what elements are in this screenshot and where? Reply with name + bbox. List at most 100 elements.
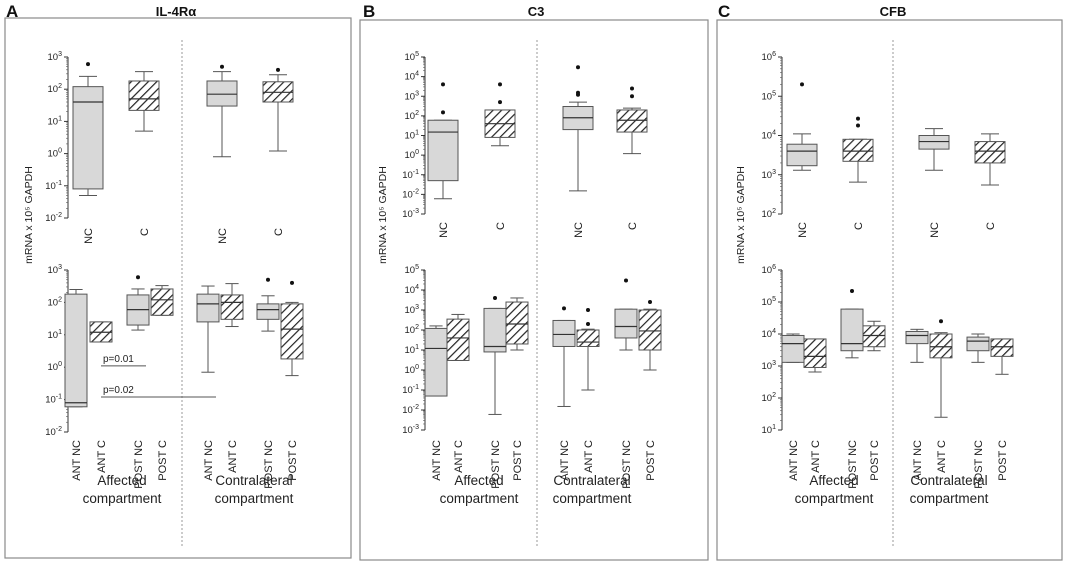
category-label: NC [929, 222, 941, 238]
subplot-bottom: 101 102 103 104 105 106 ANT NC ANT C POST NC POST… [762, 264, 1014, 489]
y-tick-label: 101 [48, 329, 63, 341]
panel-frame [716, 19, 1063, 561]
box-iqr [256, 303, 280, 320]
y-tick-label: 106 [762, 264, 777, 276]
subplot-top: 102 103 104 105 106 NC C NC C [762, 51, 1006, 238]
outlier-point [493, 295, 497, 300]
outlier-point [562, 306, 566, 311]
category-label: ANT NC [788, 440, 800, 481]
category-label: ANT C [810, 440, 822, 473]
box-ant-c: ANT C [576, 308, 600, 473]
group-label-contralateral: Contralateral [910, 473, 987, 488]
panel-title: CFB [880, 4, 907, 19]
box-post-c: POST C [280, 280, 304, 481]
box-iqr [918, 135, 950, 150]
y-tick-label: 10-3 [402, 208, 419, 220]
box-ant-nc: ANT NC [781, 333, 805, 481]
category-label: C [627, 222, 639, 230]
y-tick-label: 104 [762, 328, 777, 340]
box-iqr [552, 319, 576, 347]
outlier-point [850, 289, 854, 294]
y-tick-label: 10-1 [45, 394, 62, 406]
box-post-nc: POST NC [256, 277, 280, 489]
box-iqr [842, 138, 874, 162]
box-iqr [128, 80, 160, 111]
box-iqr [576, 329, 600, 347]
subplot-bottom: 10-2 10-1 100 101 102 103 ANT NC ANT C POST NC PO… [45, 264, 304, 489]
y-tick-label: 100 [48, 148, 63, 160]
box-nc: NC [427, 82, 459, 238]
box-post-nc: POST NC [126, 275, 150, 489]
y-axis-label: mRNA x 10⁵ GAPDH [377, 166, 389, 264]
outlier-point [939, 319, 943, 324]
outlier-point [576, 90, 580, 95]
category-label: C [139, 228, 151, 236]
category-label: ANT C [453, 440, 465, 473]
group-label-contralateral: compartment [910, 491, 989, 506]
box-iqr [862, 325, 886, 348]
group-label-affected: compartment [440, 491, 519, 506]
y-tick-label: 102 [48, 83, 63, 95]
p-value-label: p=0.01 [103, 354, 134, 365]
outlier-point [290, 280, 294, 285]
y-tick-label: 101 [48, 115, 63, 127]
box-nc: NC [562, 65, 594, 238]
outlier-point [576, 65, 580, 70]
box-post-c: POST C [638, 300, 662, 481]
box-iqr [905, 330, 929, 345]
box-iqr [616, 109, 648, 133]
box-iqr [446, 318, 470, 361]
category-label: ANT C [227, 440, 239, 473]
box-iqr [72, 86, 104, 190]
category-label: C [853, 222, 865, 230]
box-iqr [206, 80, 238, 107]
outlier-point [498, 82, 502, 87]
box-iqr [614, 308, 638, 339]
subplot-top: 10-3 10-2 10-1 100 101 102 103 104 105 NC C NC C [402, 51, 648, 238]
y-tick-label: 102 [762, 208, 777, 220]
box-ant-c: ANT C [803, 338, 827, 473]
y-tick-label: 101 [762, 424, 777, 436]
group-label-contralateral: compartment [215, 491, 294, 506]
box-nc: NC [206, 64, 238, 244]
box-iqr [427, 119, 459, 182]
significance-bracket: p=0.01 [101, 354, 146, 367]
box-post-nc: POST NC [840, 289, 864, 489]
box-ant-nc: ANT NC [552, 306, 576, 481]
y-tick-label: 104 [762, 130, 777, 142]
box-ant-nc: ANT NC [196, 285, 220, 481]
box-iqr [803, 338, 827, 368]
box-post-c: POST C [990, 338, 1014, 481]
category-label: POST C [869, 440, 881, 481]
outlier-point [800, 82, 804, 87]
outlier-point [276, 67, 280, 72]
box-post-nc: POST NC [483, 295, 507, 489]
outlier-point [586, 308, 590, 312]
group-label-contralateral: compartment [553, 491, 632, 506]
box-c: C [616, 86, 648, 230]
category-label: POST NC [973, 440, 985, 489]
category-label: ANT C [936, 440, 948, 473]
box-ant-nc: ANT NC [424, 325, 448, 481]
group-label-affected: compartment [795, 491, 874, 506]
panel-c: C CFB mRNA x 10⁵ GAPDH 102 103 104 105 106 NC C NC… [716, 2, 1063, 561]
category-label: C [985, 222, 997, 230]
group-label-affected: Affected [97, 473, 146, 488]
box-iqr [220, 294, 244, 320]
box-iqr [280, 303, 304, 360]
y-tick-label: 10-2 [402, 188, 419, 200]
category-label: NC [438, 222, 450, 238]
category-label: POST NC [490, 440, 502, 489]
category-label: NC [83, 228, 95, 244]
category-label: C [273, 228, 285, 236]
y-tick-label: 101 [405, 130, 420, 142]
category-label: POST C [512, 440, 524, 481]
y-tick-label: 100 [48, 361, 63, 373]
y-axis-label: mRNA x 10⁵ GAPDH [23, 166, 35, 264]
category-label: POST C [997, 440, 1009, 481]
panel-b: B C3 mRNA x 10⁵ GAPDH 10-3 10-2 10-1 100 101 102… [359, 2, 709, 561]
panel-title: C3 [528, 4, 545, 19]
box-iqr [840, 308, 864, 352]
category-label: ANT NC [203, 440, 215, 481]
category-label: POST NC [263, 440, 275, 489]
